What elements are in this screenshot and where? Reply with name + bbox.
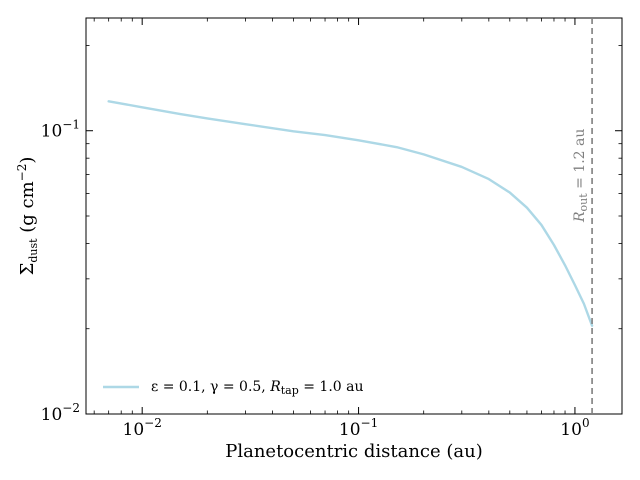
x-tick-label-exponent: −2 bbox=[144, 416, 162, 430]
y-axis-label-unit-exponent: −2 bbox=[15, 164, 29, 182]
y-tick-label-exponent: −1 bbox=[62, 118, 80, 132]
x-tick-label-base: 10 bbox=[560, 420, 582, 440]
series-line bbox=[107, 100, 594, 327]
x-tick-label: 100 bbox=[560, 416, 589, 440]
y-tick-label-exponent: −2 bbox=[62, 401, 80, 415]
y-tick-label-base: 10 bbox=[41, 405, 63, 425]
x-tick-label-base: 10 bbox=[123, 420, 145, 440]
y-axis-label: Σdust (g cm−2) bbox=[15, 157, 40, 276]
legend-entry-r-symbol: R bbox=[269, 379, 281, 395]
rout-symbol: R bbox=[572, 211, 588, 223]
legend-entry-r-subscript: tap bbox=[281, 384, 299, 397]
x-tick-label-exponent: 0 bbox=[582, 416, 590, 430]
y-axis-label-unit: (g cm bbox=[17, 181, 38, 238]
legend-entry-label: ε = 0.1, γ = 0.5, Rtap = 1.0 au bbox=[151, 379, 364, 397]
legend-entry-params: ε = 0.1, γ = 0.5, bbox=[151, 379, 270, 395]
y-axis-label-unit-close: ) bbox=[17, 157, 38, 164]
x-tick-label-exponent: −1 bbox=[361, 416, 379, 430]
y-axis-label-symbol: Σ bbox=[17, 263, 38, 276]
x-axis-label: Planetocentric distance (au) bbox=[225, 441, 483, 462]
y-axis-label-subscript: dust bbox=[27, 238, 40, 263]
x-tick-label: 10−1 bbox=[339, 416, 378, 440]
series-layer bbox=[107, 100, 594, 327]
rout-value: = 1.2 au bbox=[572, 129, 588, 194]
rout-subscript: out bbox=[577, 193, 590, 212]
y-tick-label-base: 10 bbox=[41, 122, 63, 142]
axes-frame bbox=[85, 17, 623, 415]
legend-entry-r-value: = 1.0 au bbox=[299, 379, 364, 395]
x-tick-label-base: 10 bbox=[339, 420, 361, 440]
x-tick-label: 10−2 bbox=[123, 416, 162, 440]
y-tick-label: 10−1 bbox=[41, 118, 80, 142]
y-tick-label: 10−2 bbox=[41, 401, 80, 425]
legend: ε = 0.1, γ = 0.5, Rtap = 1.0 au bbox=[103, 379, 364, 397]
rout-annotation-label: Rout = 1.2 au bbox=[572, 129, 590, 223]
